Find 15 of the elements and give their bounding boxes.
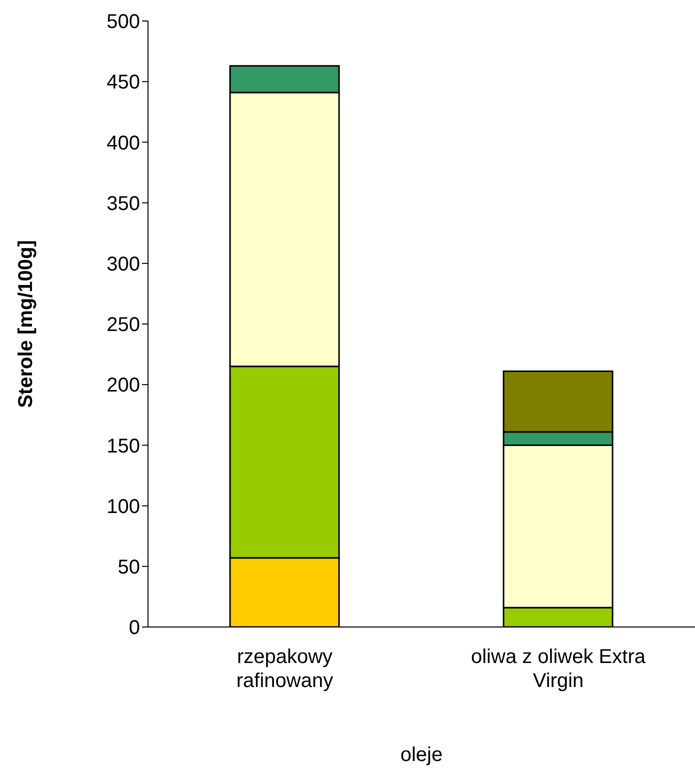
y-tick-label: 400	[106, 132, 140, 154]
y-tick-label: 500	[106, 11, 140, 34]
y-tick-label: 50	[118, 556, 140, 578]
x-tick-label: rzepakowy rafinowany	[236, 646, 334, 692]
y-axis-title: Sterole [mg/100g]	[15, 240, 38, 408]
y-tick-label: 450	[106, 72, 140, 94]
y-tick-label: 100	[106, 496, 140, 518]
y-tick-label: 350	[106, 192, 140, 215]
y-tick-label: 150	[106, 435, 140, 458]
x-tick-label: oliwa z oliwek Extra Virgin	[470, 646, 646, 692]
y-tick-label: 200	[106, 374, 140, 397]
y-tick-label: 0	[128, 617, 140, 640]
x-axis-title: oleje	[400, 744, 443, 766]
y-tick-label: 250	[106, 314, 140, 336]
y-tick-label: 300	[106, 254, 140, 276]
